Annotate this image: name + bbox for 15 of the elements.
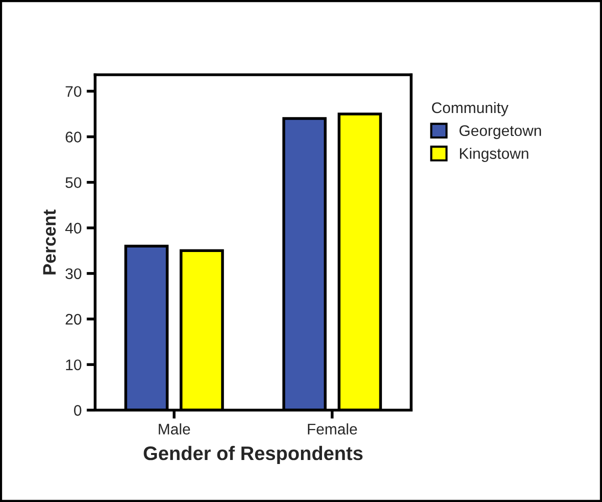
legend-label: Kingstown (460, 148, 528, 162)
x-tick-label: Male (158, 423, 190, 435)
y-tick-label: 0 (74, 405, 82, 416)
x-axis-title: Gender of Respondents (144, 446, 363, 464)
y-tick-label: 60 (66, 132, 82, 142)
y-axis-title: Percent (43, 210, 56, 274)
x-tick-label: Female (308, 423, 357, 435)
legend-title: Community (432, 102, 508, 116)
legend-label: Georgetown (460, 125, 541, 140)
y-tick-label: 50 (66, 177, 82, 188)
y-tick-label: 40 (65, 222, 82, 234)
y-tick-label: 70 (66, 86, 82, 97)
y-tick-label: 10 (66, 359, 82, 370)
y-tick-label: 30 (66, 268, 82, 280)
y-tick-label: 20 (66, 314, 82, 325)
